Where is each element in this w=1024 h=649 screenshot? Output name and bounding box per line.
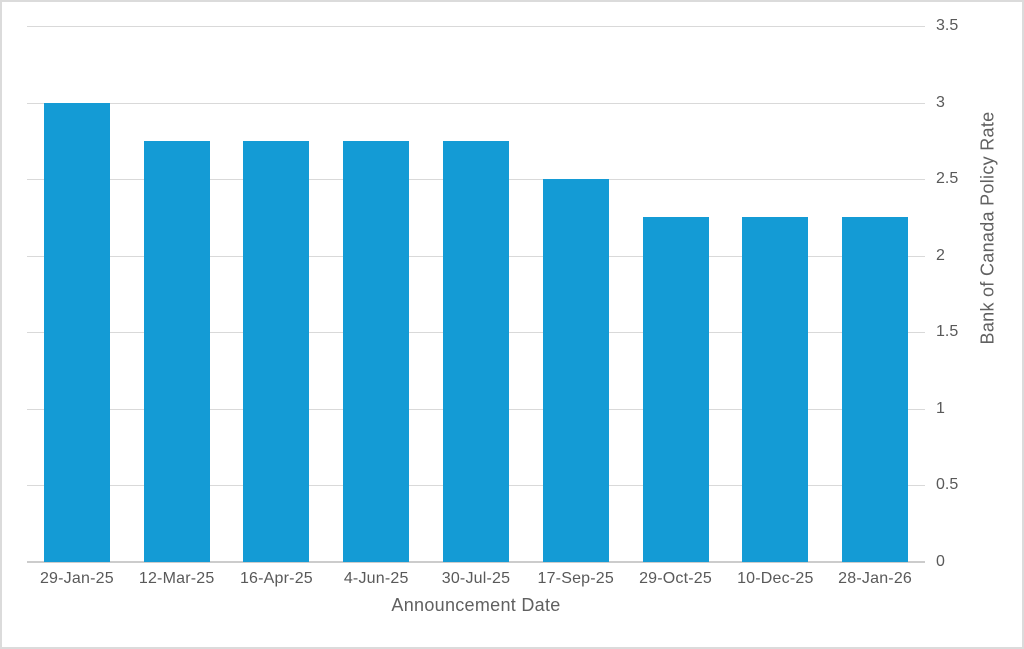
- x-tick-label: 28-Jan-26: [838, 570, 913, 587]
- y-tick-label: 3.5: [936, 17, 959, 34]
- x-tick-label: 29-Oct-25: [639, 570, 713, 587]
- x-axis-title: Announcement Date: [391, 595, 561, 615]
- bar-29-Oct-25: [642, 217, 709, 562]
- gridline: [27, 26, 925, 27]
- y-tick-label: 2: [936, 246, 945, 264]
- x-tick-label: 30-Jul-25: [441, 570, 511, 587]
- bar-17-Sep-25: [542, 179, 609, 562]
- x-tick-label: 16-Apr-25: [239, 570, 313, 587]
- bar-10-Dec-25: [742, 217, 809, 562]
- bar-28-Jan-26: [842, 217, 909, 562]
- x-tick-label: 17-Sep-25: [537, 570, 615, 587]
- y-tick-label: 1: [936, 399, 945, 417]
- bar-4-Jun-25: [343, 140, 410, 562]
- bar-12-Mar-25: [143, 140, 210, 562]
- bar-16-Apr-25: [243, 140, 310, 562]
- x-axis-line: [27, 561, 925, 563]
- y-tick-label: 3: [936, 93, 945, 111]
- x-tick-label: 12-Mar-25: [138, 570, 215, 587]
- x-tick-label: 10-Dec-25: [737, 570, 814, 587]
- y-tick-label: 0.5: [936, 476, 959, 494]
- x-tick-label: 29-Jan-25: [39, 570, 114, 587]
- bar-30-Jul-25: [443, 140, 509, 562]
- y-axis-title: Bank of Canada Policy Rate: [977, 111, 998, 345]
- x-tick-label: 4-Jun-25: [343, 570, 409, 587]
- y-tick-label: 2.5: [936, 170, 959, 188]
- y-tick-label: 1.5: [936, 323, 959, 341]
- y-tick-label: 0: [936, 553, 945, 570]
- gridline: [27, 102, 925, 104]
- bar-29-Jan-25: [43, 102, 110, 562]
